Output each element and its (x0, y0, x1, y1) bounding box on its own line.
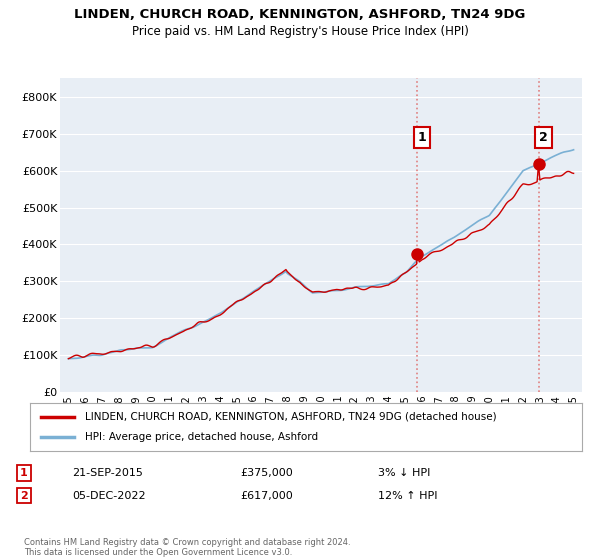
Text: £617,000: £617,000 (240, 491, 293, 501)
Text: Contains HM Land Registry data © Crown copyright and database right 2024.
This d: Contains HM Land Registry data © Crown c… (24, 538, 350, 557)
Text: £375,000: £375,000 (240, 468, 293, 478)
Text: 1: 1 (418, 131, 427, 144)
Text: LINDEN, CHURCH ROAD, KENNINGTON, ASHFORD, TN24 9DG: LINDEN, CHURCH ROAD, KENNINGTON, ASHFORD… (74, 8, 526, 21)
Text: 2: 2 (539, 131, 548, 144)
Text: 1: 1 (20, 468, 28, 478)
Text: 05-DEC-2022: 05-DEC-2022 (72, 491, 146, 501)
Text: Price paid vs. HM Land Registry's House Price Index (HPI): Price paid vs. HM Land Registry's House … (131, 25, 469, 38)
Text: 2: 2 (20, 491, 28, 501)
Text: 3% ↓ HPI: 3% ↓ HPI (378, 468, 430, 478)
Text: 12% ↑ HPI: 12% ↑ HPI (378, 491, 437, 501)
Text: HPI: Average price, detached house, Ashford: HPI: Average price, detached house, Ashf… (85, 432, 319, 442)
Text: 21-SEP-2015: 21-SEP-2015 (72, 468, 143, 478)
Text: LINDEN, CHURCH ROAD, KENNINGTON, ASHFORD, TN24 9DG (detached house): LINDEN, CHURCH ROAD, KENNINGTON, ASHFORD… (85, 412, 497, 422)
